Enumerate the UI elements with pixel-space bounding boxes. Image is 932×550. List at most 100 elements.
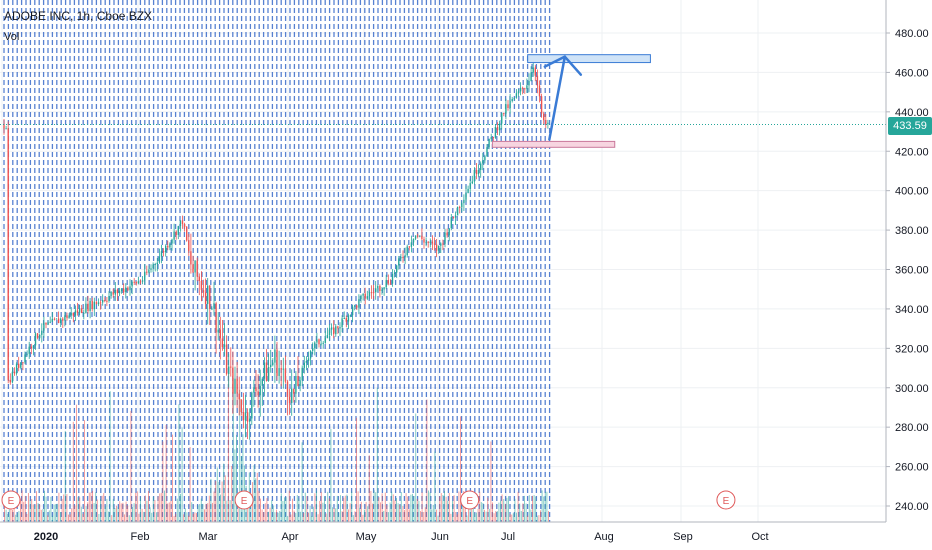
- candle-body: [47, 322, 49, 325]
- volume-bar: [324, 496, 325, 522]
- candle-body: [232, 367, 234, 394]
- volume-bar: [360, 501, 362, 522]
- volume-bar: [292, 498, 293, 522]
- candle-body: [511, 99, 513, 101]
- candle-body: [30, 346, 32, 349]
- volume-bar: [258, 490, 260, 522]
- candle-body: [5, 128, 7, 130]
- candle-body: [421, 235, 423, 240]
- volume-bar: [536, 515, 538, 522]
- volume-bar: [10, 498, 12, 522]
- volume-bar: [92, 490, 93, 522]
- candle-body: [156, 262, 158, 264]
- volume-bar: [216, 467, 218, 522]
- volume-bar: [5, 509, 7, 522]
- volume-bar: [495, 511, 497, 522]
- candle-body: [291, 388, 293, 404]
- volume-bar: [314, 493, 316, 522]
- volume-bar: [101, 495, 103, 522]
- candle-body: [364, 293, 366, 299]
- candle-body: [196, 260, 198, 277]
- candle-body: [398, 258, 400, 266]
- volume-bar: [420, 511, 421, 522]
- volume-bar: [95, 492, 97, 522]
- price-tick-label: 300.00: [895, 383, 929, 395]
- candle-body: [137, 281, 140, 284]
- volume-bar: [524, 495, 525, 522]
- candle-body: [24, 354, 26, 363]
- candle-body: [286, 381, 289, 397]
- candle-body: [211, 308, 213, 310]
- candle-body: [162, 251, 165, 253]
- candle-body: [507, 104, 509, 108]
- candle-body: [494, 127, 497, 138]
- volume-bar: [221, 481, 223, 522]
- candle-body: [490, 137, 492, 139]
- candle-body: [303, 362, 305, 368]
- time-tick-label: Sep: [673, 531, 693, 543]
- candle-body: [540, 96, 543, 114]
- volume-bar: [408, 509, 410, 522]
- candle-body: [95, 301, 98, 305]
- volume-bar: [154, 500, 156, 522]
- candle-body: [465, 193, 467, 200]
- candle-body: [324, 338, 326, 343]
- volume-bar: [370, 491, 372, 522]
- candle-body: [133, 281, 135, 283]
- volume-bar: [176, 498, 178, 522]
- volume-bar: [159, 493, 161, 522]
- volume-bar: [340, 495, 341, 522]
- volume-bar: [31, 499, 33, 522]
- candle-body: [78, 308, 81, 313]
- volume-bar: [44, 490, 45, 522]
- candle-body: [391, 274, 394, 284]
- volume-bar: [77, 496, 79, 522]
- candle-body: [326, 335, 329, 339]
- candle-body: [272, 362, 274, 365]
- volume-bar: [98, 514, 100, 522]
- target-zone-box: [527, 54, 651, 64]
- candle-body: [351, 306, 354, 316]
- candle-body: [320, 343, 322, 345]
- candle-body: [43, 322, 45, 331]
- candle-body: [171, 239, 173, 244]
- volume-bar: [394, 500, 396, 522]
- volume-bar: [143, 511, 145, 522]
- volume-bar: [117, 507, 119, 522]
- volume-bar: [58, 492, 60, 522]
- price-tick-label: 260.00: [895, 462, 929, 474]
- volume-bar: [12, 509, 13, 522]
- volume-bar: [48, 510, 50, 522]
- candle-body: [368, 292, 371, 297]
- volume-bar: [189, 447, 191, 522]
- candle-body: [547, 122, 549, 125]
- volume-bar: [218, 481, 220, 522]
- volume-bar: [402, 506, 404, 522]
- volume-bar: [327, 491, 329, 522]
- candle-body: [127, 287, 129, 291]
- candle-body: [41, 330, 43, 335]
- volume-bar: [236, 434, 237, 522]
- candle-body: [120, 288, 123, 291]
- volume-bar: [431, 509, 433, 522]
- candle-body: [257, 391, 259, 396]
- candle-body: [515, 93, 518, 98]
- candle-body: [3, 124, 5, 129]
- volume-bar: [173, 515, 175, 522]
- time-tick-label: Jun: [431, 531, 449, 543]
- volume-bar: [356, 417, 357, 522]
- candle-body: [177, 226, 179, 235]
- price-tick-label: 340.00: [895, 304, 929, 316]
- candle-body: [265, 362, 268, 381]
- volume-bar: [405, 493, 407, 522]
- volume-bar: [136, 491, 138, 522]
- volume-bar: [541, 490, 543, 522]
- candle-body: [263, 362, 266, 379]
- candle-body: [76, 310, 79, 313]
- volume-bar: [232, 378, 234, 522]
- volume-bar: [106, 498, 108, 522]
- candle-body: [318, 339, 320, 345]
- price-tick-label: 360.00: [895, 265, 929, 277]
- volume-bar: [93, 503, 95, 522]
